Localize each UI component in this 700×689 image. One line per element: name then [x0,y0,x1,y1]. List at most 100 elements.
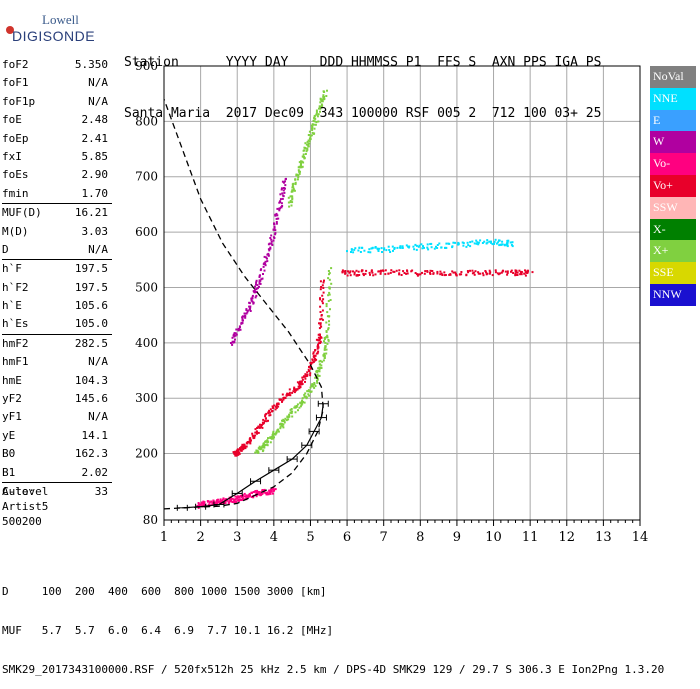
data-point [243,443,246,446]
x-tick-label: 5 [306,530,314,545]
data-point [251,491,253,494]
param-key: M(D) [2,224,29,238]
data-point [261,421,264,424]
data-point [272,236,275,239]
data-point [304,392,307,395]
data-point [413,248,416,251]
data-point [315,113,318,116]
data-point [252,301,255,304]
data-point [286,415,289,418]
data-point [299,161,302,164]
param-value: 5.85 [81,149,109,163]
tick-labels: 1 2 3 4 5 6 7 8 9 10 11 12 13 14802003004005006007008… [135,59,648,545]
param-key: B0 [2,447,16,461]
data-point [501,243,504,246]
data-point [462,244,465,247]
auto-version: 500200 [2,515,42,528]
data-point [272,492,274,495]
data-point [316,373,319,376]
data-point [255,495,258,498]
data-point [207,500,209,503]
data-point [280,398,283,401]
data-point [255,290,258,293]
data-point [258,276,261,278]
data-point [288,205,291,208]
legend-item-nnw: NNW [650,283,696,306]
data-point [287,196,290,199]
data-point [258,445,261,448]
data-point [272,437,275,440]
data-point [320,286,323,288]
data-point [260,425,263,428]
data-point [310,384,313,387]
data-point [203,503,206,506]
data-point [321,294,324,297]
data-point [322,298,325,301]
data-point [445,242,448,245]
data-point [393,248,396,250]
data-point [319,297,321,300]
data-point [467,271,470,274]
data-point [269,247,272,250]
data-point [303,401,306,404]
data-point [271,244,274,246]
data-point [304,395,307,398]
data-point [391,245,394,248]
data-point [293,386,296,389]
data-point [251,297,254,300]
data-point [274,214,277,217]
data-point [524,274,527,277]
data-point [519,273,522,276]
data-point [399,245,402,248]
data-point [235,500,238,503]
data-point [451,246,454,249]
data-point [328,272,331,275]
data-point [306,371,309,374]
data-point [281,425,284,428]
data-point [256,432,258,435]
data-point [451,270,454,273]
data-point [309,374,312,377]
data-point [439,270,442,273]
footer: D 100 200 400 600 800 1000 1500 3000 [km… [2,559,664,689]
data-point [322,281,325,284]
data-point [270,490,273,493]
param-value: 1.70 [81,186,109,200]
data-point [288,391,291,394]
data-point [303,157,306,160]
data-point [254,428,257,431]
data-point [319,280,322,283]
data-point [208,501,211,504]
data-point [423,246,425,249]
data-point [293,189,296,192]
data-point [520,273,523,276]
data-point [328,291,331,294]
data-point [288,413,291,416]
data-point [328,278,331,281]
data-point [211,501,214,504]
data-point [422,245,424,248]
param-row: hmF2 282.5 [2,335,112,353]
data-point [444,274,447,276]
y-tick-label: 200 [135,447,158,461]
data-point [312,119,315,122]
param-key: D [2,242,9,256]
data-point [454,241,457,244]
data-point [319,305,322,308]
data-point [488,269,491,272]
param-row: yF1 N/A [2,408,112,426]
data-point [260,278,263,281]
data-point [319,336,322,338]
data-point [322,359,325,362]
data-point [327,328,330,331]
data-point [307,368,310,371]
data-point [235,328,238,331]
param-divider [2,259,112,261]
data-point [325,352,328,355]
data-point [506,245,509,248]
data-point [321,284,324,287]
data-point [217,498,219,501]
data-point [267,248,270,251]
data-point [473,242,476,245]
data-point [262,418,265,421]
